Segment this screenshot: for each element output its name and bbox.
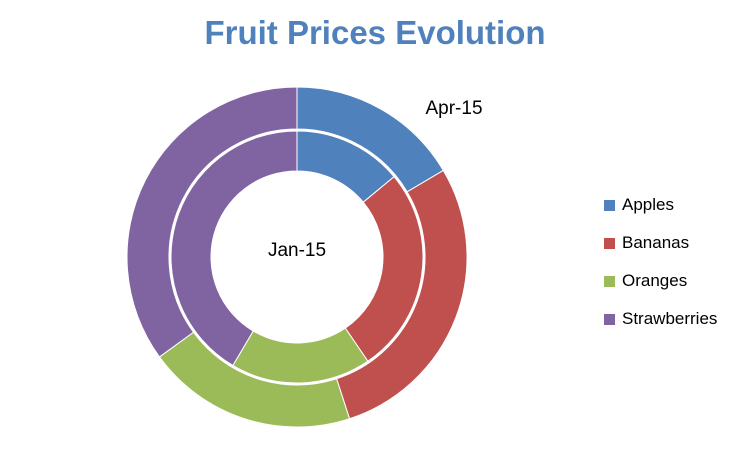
legend-label-bananas: Bananas: [622, 233, 690, 252]
legend-swatch-bananas: [604, 237, 615, 249]
legend-label-apples: Apples: [622, 195, 674, 214]
inner-ring-slice-strawberries: [170, 130, 298, 367]
legend-label-oranges: Oranges: [622, 271, 688, 290]
outer-ring-label: Apr-15: [425, 98, 482, 119]
chart-title: Fruit Prices Evolution: [204, 14, 546, 51]
legend-item-strawberries: Strawberries: [604, 300, 717, 338]
legend-item-apples: Apples: [604, 186, 717, 224]
inner-ring-label: Jan-15: [268, 240, 326, 261]
legend: Apples Bananas Oranges Strawberries: [604, 186, 717, 338]
slices-group: [126, 86, 468, 428]
outer-ring-slice-strawberries: [126, 86, 298, 358]
legend-swatch-strawberries: [604, 313, 615, 325]
legend-swatch-apples: [604, 199, 615, 211]
legend-swatch-oranges: [604, 275, 615, 287]
legend-item-oranges: Oranges: [604, 262, 717, 300]
legend-item-bananas: Bananas: [604, 224, 717, 262]
legend-label-strawberries: Strawberries: [622, 309, 718, 328]
